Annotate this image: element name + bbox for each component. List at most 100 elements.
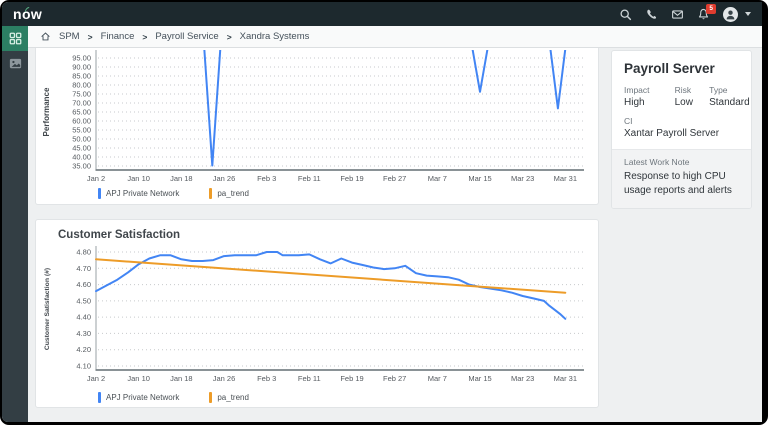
risk-value: Low	[674, 97, 693, 108]
sidebar-item-visual-board[interactable]	[2, 51, 28, 76]
impact-value: High	[624, 97, 645, 108]
risk-label: Risk	[674, 85, 692, 95]
latest-work-note-section: Latest Work Note Response to high CPU us…	[612, 149, 751, 208]
user-avatar[interactable]	[723, 6, 738, 22]
charts-column: 35.00 40.00 45.00 50.00 55.00 60.00 65.00 70.00…	[35, 48, 599, 422]
svg-text:Mar 31: Mar 31	[554, 174, 577, 183]
svg-text:90.00: 90.00	[72, 63, 91, 72]
svg-text:Feb 3: Feb 3	[257, 374, 276, 383]
customer-satisfaction-chart-card: Customer Satisfaction 4.10 4.20 4.30 4.40 4.…	[35, 219, 599, 408]
panel-fields-row: Impact High Risk Low Type Standard	[624, 85, 750, 108]
svg-text:Jan 26: Jan 26	[213, 174, 236, 183]
legend-swatch-orange	[209, 392, 213, 403]
svg-text:4.80: 4.80	[76, 248, 91, 257]
svg-text:Mar 15: Mar 15	[468, 374, 491, 383]
svg-text:Feb 11: Feb 11	[298, 174, 321, 183]
svg-text:Mar 23: Mar 23	[511, 374, 534, 383]
svg-text:Jan 2: Jan 2	[87, 174, 105, 183]
image-icon	[9, 58, 21, 69]
legend-swatch-blue	[98, 392, 101, 403]
performance-chart-card: 35.00 40.00 45.00 50.00 55.00 60.00 65.00 70.00…	[35, 48, 599, 205]
breadcrumb: SPM > Finance > Payroll Service > Xandra…	[28, 26, 762, 48]
svg-text:Feb 27: Feb 27	[383, 374, 406, 383]
top-header-bar: now 5	[2, 2, 762, 26]
panel-title: Payroll Server	[624, 61, 715, 76]
legend-swatch-orange	[209, 188, 213, 199]
svg-text:50.00: 50.00	[72, 135, 91, 144]
type-value: Standard	[709, 97, 750, 108]
legend-label: APJ Private Network	[106, 188, 180, 198]
phone-icon[interactable]	[645, 8, 658, 21]
legend-label: APJ Private Network	[106, 392, 180, 402]
chevron-right-icon: >	[87, 31, 93, 42]
svg-text:70.00: 70.00	[72, 99, 91, 108]
impact-label: Impact	[624, 85, 650, 95]
breadcrumb-item-payroll-service[interactable]: Payroll Service	[155, 31, 219, 42]
svg-text:Mar 23: Mar 23	[511, 174, 534, 183]
svg-text:Feb 27: Feb 27	[383, 174, 406, 183]
legend-swatch-blue	[98, 188, 101, 199]
chevron-right-icon: >	[142, 31, 148, 42]
bell-icon	[698, 8, 709, 19]
svg-text:35.00: 35.00	[72, 162, 91, 171]
notifications-button[interactable]: 5	[697, 3, 716, 21]
chevron-right-icon: >	[226, 31, 232, 42]
svg-text:Performance: Performance	[42, 87, 51, 136]
svg-text:Jan 26: Jan 26	[213, 374, 236, 383]
svg-text:80.00: 80.00	[72, 81, 91, 90]
svg-text:Customer Satisfaction (#): Customer Satisfaction (#)	[44, 268, 51, 350]
legend-item: pa_trend	[209, 188, 249, 199]
svg-text:4.10: 4.10	[76, 362, 91, 371]
svg-text:Jan 18: Jan 18	[170, 174, 193, 183]
svg-text:Feb 19: Feb 19	[340, 374, 363, 383]
legend-label: pa_trend	[217, 392, 249, 402]
svg-text:65.00: 65.00	[72, 108, 91, 117]
svg-text:60.00: 60.00	[72, 117, 91, 126]
content-column: SPM > Finance > Payroll Service > Xandra…	[28, 26, 762, 422]
svg-text:Mar 7: Mar 7	[428, 174, 447, 183]
home-icon[interactable]	[40, 31, 51, 42]
svg-text:4.40: 4.40	[76, 313, 91, 322]
breadcrumb-item-finance[interactable]: Finance	[100, 31, 135, 42]
svg-text:Feb 3: Feb 3	[257, 174, 276, 183]
svg-text:Feb 19: Feb 19	[340, 174, 363, 183]
svg-text:Jan 10: Jan 10	[127, 374, 150, 383]
svg-text:4.70: 4.70	[76, 264, 91, 273]
sidebar-item-workspaces[interactable]	[2, 26, 28, 51]
customer-satisfaction-chart[interactable]: 4.10 4.20 4.30 4.40 4.50 4.60 4.70 4.80 Jan 2 Jan…	[36, 244, 598, 390]
right-panel-column: Payroll Server Impact High Risk Low	[599, 48, 762, 422]
svg-text:Jan 10: Jan 10	[127, 174, 150, 183]
caret-down-icon[interactable]	[745, 12, 751, 16]
svg-text:95.00: 95.00	[72, 54, 91, 63]
type-field: Type Standard	[709, 85, 750, 108]
breadcrumb-item-xandra-systems[interactable]: Xandra Systems	[239, 31, 310, 42]
legend-item: APJ Private Network	[98, 188, 179, 199]
body-row: SPM > Finance > Payroll Service > Xandra…	[2, 26, 762, 422]
ci-field: CI Xantar Payroll Server	[624, 116, 739, 139]
svg-text:Mar 31: Mar 31	[554, 374, 577, 383]
chart-legend: APJ Private Network pa_trend	[36, 188, 598, 199]
svg-text:85.00: 85.00	[72, 72, 91, 81]
svg-text:45.00: 45.00	[72, 144, 91, 153]
mail-icon[interactable]	[671, 8, 684, 21]
svg-text:4.60: 4.60	[76, 280, 91, 289]
legend-item: APJ Private Network	[98, 392, 179, 403]
now-logo[interactable]: now	[13, 5, 43, 22]
ci-value: Xantar Payroll Server	[624, 128, 720, 139]
svg-text:Mar 15: Mar 15	[468, 174, 491, 183]
chart-legend: APJ Private Network pa_trend	[36, 392, 598, 403]
search-icon[interactable]	[619, 8, 632, 21]
work-note-label: Latest Work Note	[624, 157, 690, 167]
svg-text:40.00: 40.00	[72, 153, 91, 162]
breadcrumb-item-spm[interactable]: SPM	[59, 31, 80, 42]
main-area: 35.00 40.00 45.00 50.00 55.00 60.00 65.00 70.00…	[28, 48, 762, 422]
servicenow-app: now 5	[2, 2, 762, 422]
work-note-text: Response to high CPU usage reports and a…	[624, 171, 732, 196]
header-icons: 5	[619, 3, 751, 22]
performance-chart[interactable]: 35.00 40.00 45.00 50.00 55.00 60.00 65.00 70.00…	[36, 48, 598, 186]
svg-text:Mar 7: Mar 7	[428, 374, 447, 383]
ci-label: CI	[624, 116, 633, 126]
svg-text:4.30: 4.30	[76, 329, 91, 338]
svg-text:55.00: 55.00	[72, 126, 91, 135]
legend-label: pa_trend	[217, 188, 249, 198]
